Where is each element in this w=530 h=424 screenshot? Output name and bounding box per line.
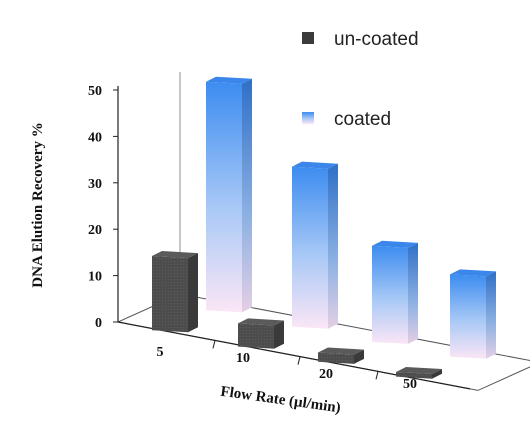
y-tick-label: 30 <box>88 177 102 192</box>
x-tick-mark <box>375 371 379 380</box>
legend-label-coated: coated <box>334 109 391 130</box>
x-tick-label: 50 <box>403 377 417 392</box>
legend: un-coated coated <box>302 29 419 130</box>
x-tick-mark <box>297 356 301 365</box>
x-tick-label: 5 <box>157 345 164 360</box>
legend-swatch-coated <box>302 112 314 124</box>
bar-uncoated <box>152 251 198 333</box>
y-tick-label: 40 <box>88 130 102 145</box>
legend-label-uncoated: un-coated <box>334 29 419 50</box>
x-tick-mark <box>212 340 216 349</box>
y-tick-label: 50 <box>88 84 102 99</box>
y-tick-label: 20 <box>88 223 102 238</box>
bar-coated <box>372 240 418 344</box>
legend-swatch-uncoated <box>302 32 314 44</box>
x-tick-label: 20 <box>319 367 333 382</box>
bar-uncoated <box>396 367 442 379</box>
bar-uncoated <box>318 347 364 364</box>
x-tick-label: 10 <box>236 351 250 366</box>
x-axis-line <box>117 321 471 390</box>
bar-coated <box>292 161 338 329</box>
y-tick-label: 0 <box>95 316 102 331</box>
y-tick-label: 10 <box>88 270 102 285</box>
bar-coated <box>206 76 252 313</box>
y-axis-title: DNA Elution Recovery % <box>30 122 46 287</box>
bar-uncoated <box>238 318 284 349</box>
x-axis-title: Flow Rate (µl/min) <box>219 384 341 417</box>
bar-coated <box>450 269 496 359</box>
